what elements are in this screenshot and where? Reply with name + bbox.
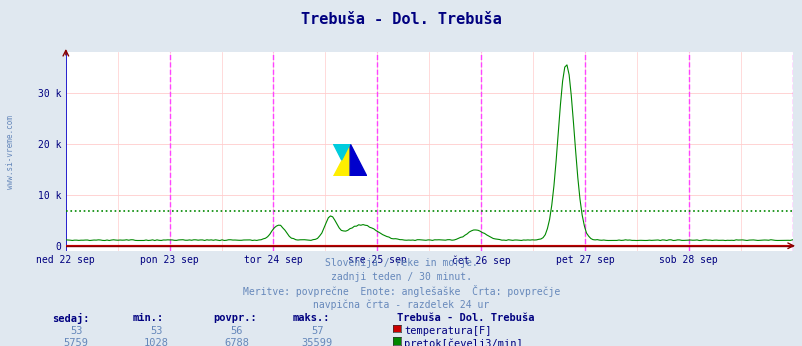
Text: temperatura[F]: temperatura[F] <box>403 326 491 336</box>
Text: 1028: 1028 <box>144 338 169 346</box>
Text: Slovenija / reke in morje.: Slovenija / reke in morje. <box>325 258 477 268</box>
Text: 57: 57 <box>310 326 323 336</box>
Text: 56: 56 <box>230 326 243 336</box>
Text: 53: 53 <box>70 326 83 336</box>
Text: maks.:: maks.: <box>293 313 330 323</box>
Text: www.si-vreme.com: www.si-vreme.com <box>6 115 15 189</box>
Text: sedaj:: sedaj: <box>52 313 90 324</box>
Text: zadnji teden / 30 minut.: zadnji teden / 30 minut. <box>330 272 472 282</box>
Text: navpična črta - razdelek 24 ur: navpična črta - razdelek 24 ur <box>313 299 489 310</box>
Polygon shape <box>333 144 350 176</box>
Text: 53: 53 <box>150 326 163 336</box>
Text: pretok[čevelj3/min]: pretok[čevelj3/min] <box>403 338 522 346</box>
Polygon shape <box>333 144 350 160</box>
Text: 6788: 6788 <box>224 338 249 346</box>
Text: Trebuša - Dol. Trebuša: Trebuša - Dol. Trebuša <box>397 313 534 323</box>
Polygon shape <box>350 144 367 176</box>
Text: 5759: 5759 <box>63 338 89 346</box>
Text: 35599: 35599 <box>302 338 332 346</box>
Text: Trebuša - Dol. Trebuša: Trebuša - Dol. Trebuša <box>301 12 501 27</box>
Text: povpr.:: povpr.: <box>213 313 256 323</box>
Text: min.:: min.: <box>132 313 164 323</box>
Text: Meritve: povprečne  Enote: anglešaške  Črta: povprečje: Meritve: povprečne Enote: anglešaške Črt… <box>242 285 560 298</box>
